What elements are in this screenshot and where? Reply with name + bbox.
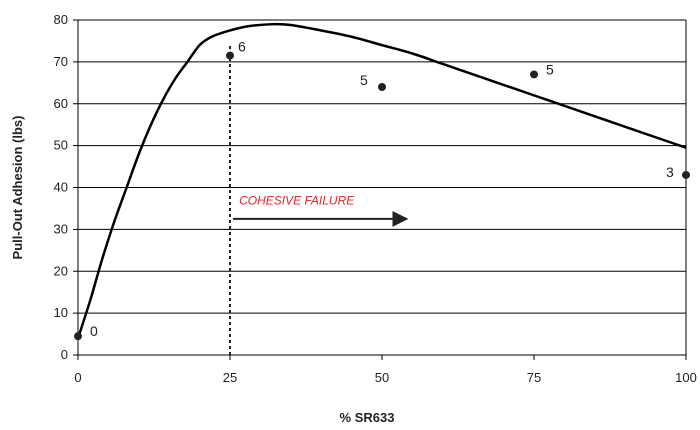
data-point-label: 5 <box>360 72 368 88</box>
y-tick-label: 20 <box>54 263 68 278</box>
x-tick-label: 25 <box>223 370 237 385</box>
y-tick-label: 60 <box>54 96 68 111</box>
y-tick-label: 40 <box>54 180 68 195</box>
x-tick-label: 50 <box>375 370 389 385</box>
x-tick-label: 0 <box>74 370 81 385</box>
y-axis-title: Pull-Out Adhesion (lbs) <box>10 116 25 260</box>
x-tick-label: 100 <box>675 370 697 385</box>
y-tick-label: 0 <box>61 347 68 362</box>
data-point-label: 6 <box>238 39 246 55</box>
y-tick-label: 70 <box>54 54 68 69</box>
y-tick-label: 50 <box>54 138 68 153</box>
y-tick-label: 80 <box>54 12 68 27</box>
annotation-cohesive-failure: COHESIVE FAILURE <box>239 193 355 207</box>
data-point-label: 5 <box>546 61 554 77</box>
x-tick-label: 75 <box>527 370 541 385</box>
data-point-label: 3 <box>666 164 674 180</box>
y-tick-label: 10 <box>54 305 68 320</box>
data-point <box>530 70 538 79</box>
data-point-label: 0 <box>90 323 98 339</box>
x-axis-title: % SR633 <box>340 410 395 425</box>
data-point <box>226 51 234 60</box>
data-point <box>378 83 386 91</box>
data-point <box>74 332 82 341</box>
data-point <box>682 170 690 179</box>
fitted-curve <box>76 22 687 339</box>
y-tick-label: 30 <box>54 221 68 236</box>
